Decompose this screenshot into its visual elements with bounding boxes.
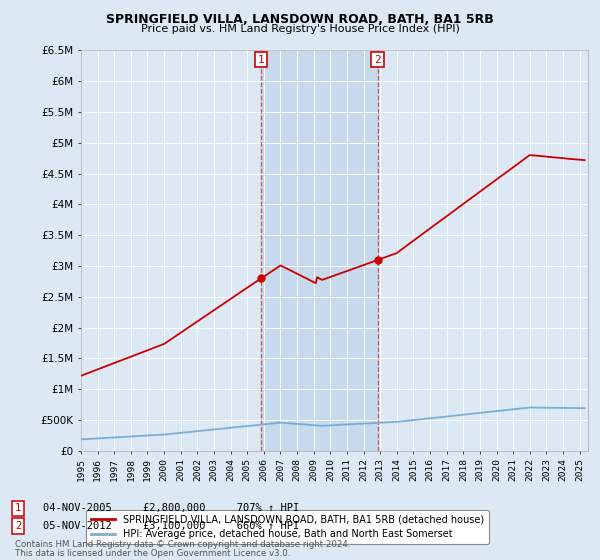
Text: This data is licensed under the Open Government Licence v3.0.: This data is licensed under the Open Gov… [15, 549, 290, 558]
Text: 1: 1 [258, 54, 265, 64]
Text: 2: 2 [15, 521, 21, 531]
Text: 1: 1 [15, 503, 21, 514]
Text: 04-NOV-2005     £2,800,000     707% ↑ HPI: 04-NOV-2005 £2,800,000 707% ↑ HPI [43, 503, 299, 514]
Text: 2: 2 [374, 54, 381, 64]
Text: Price paid vs. HM Land Registry's House Price Index (HPI): Price paid vs. HM Land Registry's House … [140, 24, 460, 34]
Text: 05-NOV-2012     £3,100,000     660% ↑ HPI: 05-NOV-2012 £3,100,000 660% ↑ HPI [43, 521, 299, 531]
Legend: SPRINGFIELD VILLA, LANSDOWN ROAD, BATH, BA1 5RB (detached house), HPI: Average p: SPRINGFIELD VILLA, LANSDOWN ROAD, BATH, … [86, 510, 489, 544]
Bar [261, 50, 377, 451]
Text: SPRINGFIELD VILLA, LANSDOWN ROAD, BATH, BA1 5RB: SPRINGFIELD VILLA, LANSDOWN ROAD, BATH, … [106, 13, 494, 26]
Text: Contains HM Land Registry data © Crown copyright and database right 2024.: Contains HM Land Registry data © Crown c… [15, 540, 350, 549]
